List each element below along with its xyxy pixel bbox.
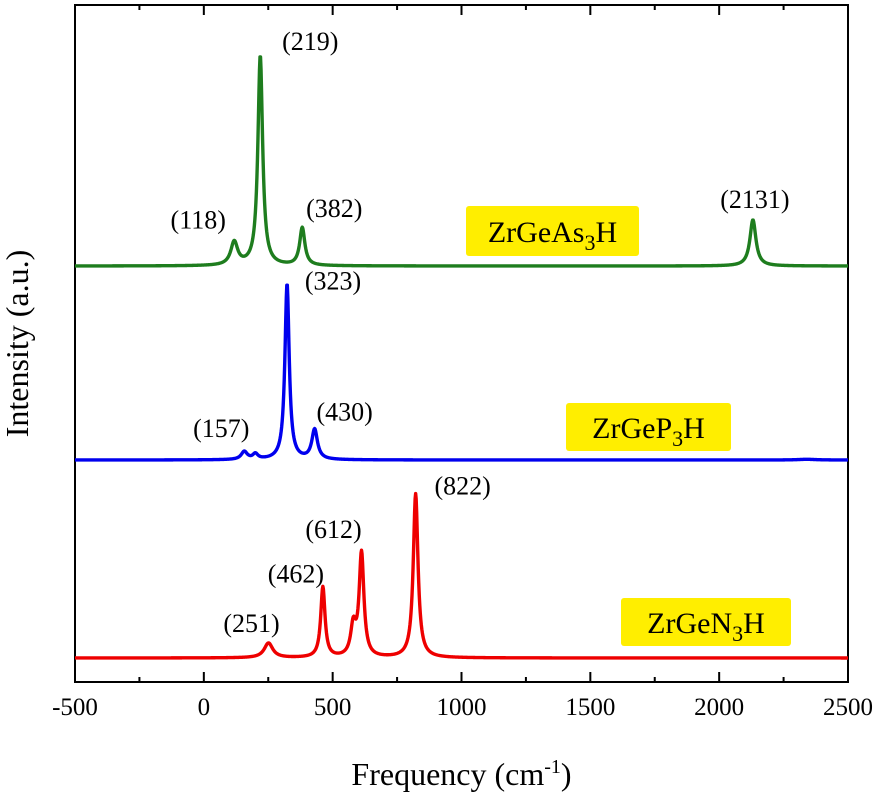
series-line-ZrGeP3H: [73, 283, 850, 462]
series-name-label: ZrGeN3H: [647, 607, 765, 646]
x-tick-label: 2000: [694, 694, 744, 721]
series-name-box: [466, 206, 639, 256]
peak-label: (612): [305, 515, 361, 544]
x-tick-label: 0: [198, 694, 211, 721]
series-name-boxes: ZrGeAs3H ZrGeP3H ZrGeN3H: [466, 206, 791, 646]
series-name-label: ZrGeAs3H: [488, 216, 617, 255]
series-line-ZrGeAs3H: [73, 55, 850, 268]
peak-label: (323): [305, 266, 361, 295]
y-axis-title: Intensity (a.u.): [0, 250, 35, 438]
peak-label: (219): [282, 27, 338, 56]
series-lines: [73, 55, 850, 660]
plot-area: [74, 4, 849, 683]
peak-label: (251): [223, 609, 279, 638]
x-tick-label: 1000: [437, 694, 487, 721]
peak-label: (430): [316, 398, 372, 427]
x-tick-label: 2500: [823, 694, 873, 721]
peak-labels: (118) (219) (382) (2131) (157) (323) (430) (251…: [171, 27, 790, 638]
series-line-ZrGeN3H: [73, 491, 850, 660]
series-name-label: ZrGeP3H: [592, 412, 705, 451]
axis-titles: Frequency (cm-1) Intensity (a.u.): [0, 250, 572, 792]
x-tick-label: -500: [52, 694, 98, 721]
x-tick-label: 1500: [565, 694, 615, 721]
peak-label: (382): [306, 194, 362, 223]
peak-label: (118): [171, 205, 226, 234]
peak-label: (2131): [720, 185, 789, 214]
x-axis-title: Frequency (cm-1): [351, 756, 571, 792]
peak-label: (462): [268, 559, 324, 588]
plot-frame: [74, 4, 849, 683]
series-name-box: [566, 403, 731, 451]
x-axis-ticks: -500 0 500 1000 1500 2000 2500: [52, 5, 873, 721]
peak-label: (157): [193, 414, 249, 443]
x-tick-label: 500: [314, 694, 352, 721]
series-name-box: [621, 598, 791, 646]
peak-label: (822): [434, 472, 490, 501]
